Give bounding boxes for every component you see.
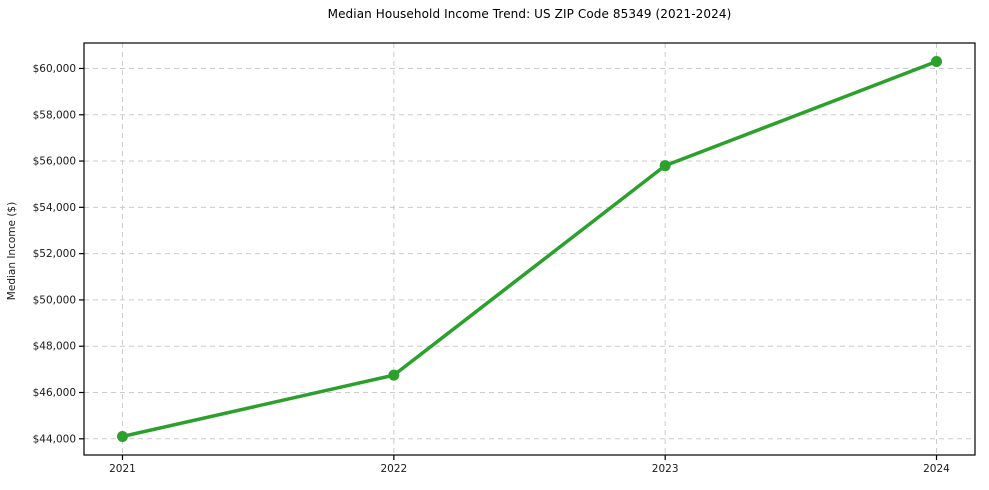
y-tick-label: $54,000	[33, 202, 76, 214]
income-line-series	[117, 56, 942, 442]
y-axis-label: Median Income ($)	[6, 202, 18, 300]
y-tick-label: $44,000	[33, 433, 76, 445]
tick-marks	[79, 67, 938, 460]
x-tick-label: 2024	[923, 463, 950, 475]
y-tick-label: $48,000	[33, 341, 76, 353]
data-point	[117, 430, 128, 442]
y-tick-label: $58,000	[33, 109, 76, 121]
x-tick-label: 2023	[652, 463, 679, 475]
y-tick-labels: $44,000 $46,000 $48,000 $50,000 $52,000 $54,0…	[33, 63, 76, 445]
y-tick-label: $56,000	[33, 156, 76, 168]
data-point	[659, 160, 671, 172]
chart-title: Median Household Income Trend: US ZIP Co…	[327, 7, 732, 21]
gridlines	[84, 43, 975, 455]
x-tick-label: 2022	[380, 463, 407, 475]
x-tick-label: 2021	[109, 463, 136, 475]
income-line	[120, 59, 939, 439]
y-tick-label: $50,000	[33, 294, 76, 306]
data-point	[931, 56, 942, 68]
plot-border	[83, 42, 976, 456]
data-point	[388, 369, 400, 381]
y-tick-label: $60,000	[33, 63, 76, 75]
y-tick-label: $52,000	[33, 248, 76, 260]
x-tick-labels: 2021 2022 2023 2024	[109, 463, 950, 475]
y-tick-label: $46,000	[33, 387, 76, 399]
